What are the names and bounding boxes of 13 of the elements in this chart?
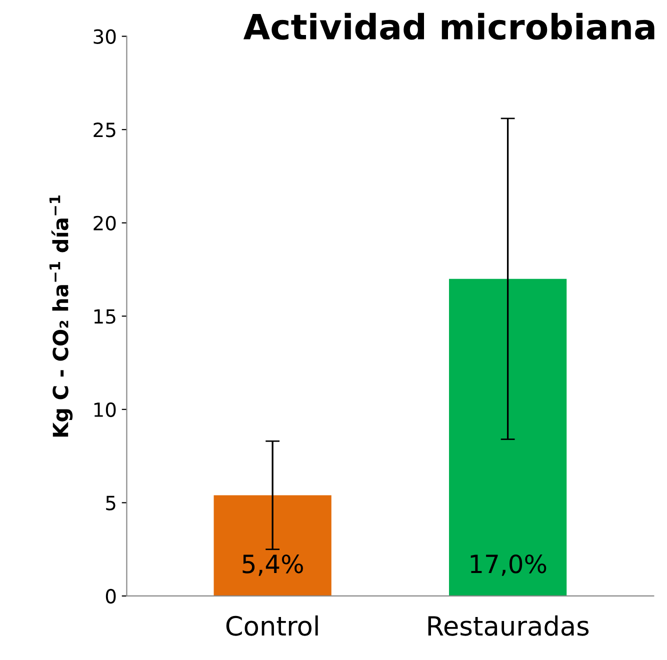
data-label: 5,4% <box>242 554 303 576</box>
x-tick-label: Control <box>226 615 318 636</box>
y-tick-label: 30 <box>94 29 116 44</box>
y-tick-label: 25 <box>94 122 116 138</box>
y-tick-label: 20 <box>94 216 116 231</box>
x-tick-label: Restauradas <box>428 615 589 636</box>
y-tick-label: 10 <box>94 402 116 418</box>
y-axis-title: Kg C - CO₂ ha$^{−1}$ día$^{−1}$ <box>49 195 73 437</box>
y-tick-label: 0 <box>106 588 116 604</box>
chart-title: Actividad microbiana <box>243 12 654 40</box>
data-label: 17,0% <box>470 554 546 576</box>
y-tick-label: 15 <box>94 309 116 324</box>
y-tick-label: 5 <box>106 496 116 510</box>
